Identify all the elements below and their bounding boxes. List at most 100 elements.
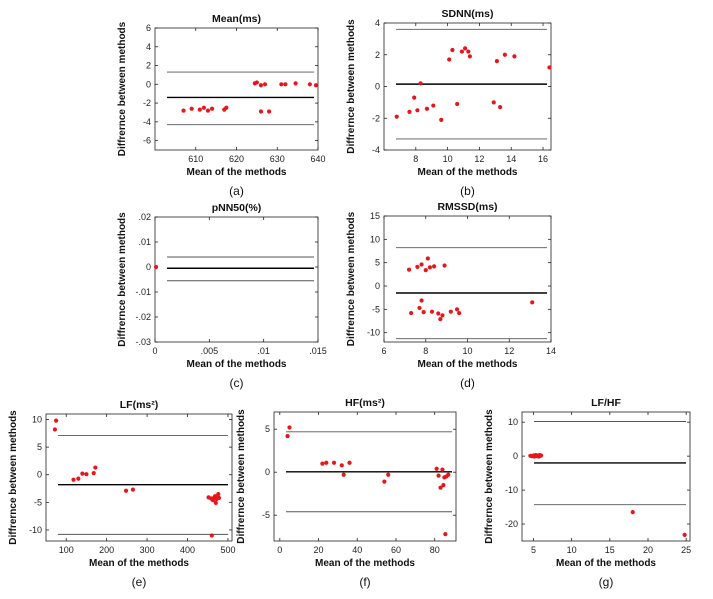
- data-point: [454, 307, 460, 312]
- chart-panel-e: 100 200 300 400 500 -10 -5 0 5 10 LF(ms²) Mean of t…: [8, 399, 235, 589]
- data-point: [512, 54, 517, 59]
- x-tick-label: 5: [531, 545, 536, 555]
- y-tick-label: -2: [372, 113, 380, 123]
- data-point: [443, 532, 448, 537]
- plot-area: [154, 216, 319, 343]
- y-tick-label: 4: [375, 18, 380, 28]
- data-point: [324, 460, 329, 465]
- data-point: [459, 49, 465, 54]
- data-point: [54, 418, 59, 423]
- plot-area: [45, 413, 233, 542]
- chart-title: SDNN(ms): [442, 8, 494, 20]
- y-tick-label: -10: [367, 328, 380, 338]
- data-point: [285, 433, 290, 439]
- y-tick-label: 0: [265, 467, 270, 477]
- data-point: [463, 46, 468, 51]
- data-point: [440, 467, 445, 472]
- x-tick-label: .015: [309, 346, 327, 356]
- data-point: [415, 108, 420, 113]
- data-point: [80, 471, 85, 476]
- data-point: [415, 264, 420, 269]
- x-tick-label: 10: [443, 154, 453, 164]
- y-tick-label: -10: [29, 525, 42, 535]
- x-axis-label: Mean of the methods: [417, 167, 517, 178]
- x-axis-label: Mean of the methods: [186, 167, 286, 178]
- y-tick-label: 0: [146, 262, 151, 272]
- y-axis-label: Diffrernce between methods: [117, 21, 128, 156]
- data-point: [502, 52, 507, 57]
- x-tick-label: 300: [140, 545, 155, 555]
- data-point: [432, 264, 437, 269]
- data-point: [457, 310, 462, 316]
- x-tick-label: 10: [462, 346, 472, 356]
- chart-title: LF(ms²): [120, 399, 159, 411]
- y-tick-label: 10: [32, 415, 42, 425]
- x-tick-label: 12: [474, 154, 484, 164]
- data-point: [197, 107, 202, 112]
- y-tick-label: .01: [138, 237, 151, 247]
- x-tick-label: 14: [546, 346, 556, 356]
- y-tick-label: 0: [375, 281, 380, 291]
- data-point: [52, 427, 57, 432]
- x-tick-label: 8: [413, 154, 418, 164]
- data-point: [407, 109, 412, 114]
- data-point: [425, 256, 430, 261]
- y-tick-label: -10: [505, 485, 518, 495]
- chart-title: pNN50(%): [212, 202, 262, 214]
- data-point: [205, 108, 211, 113]
- x-tick-label: 640: [310, 154, 325, 164]
- y-tick-label: 10: [508, 417, 518, 427]
- data-point: [91, 470, 96, 476]
- data-point: [409, 310, 414, 316]
- x-tick-label: 0: [277, 545, 282, 555]
- y-tick-label: .02: [138, 212, 151, 222]
- x-tick-label: 14: [506, 154, 516, 164]
- data-point: [417, 305, 422, 311]
- x-tick-label: 200: [99, 545, 114, 555]
- data-point: [76, 476, 81, 481]
- data-point: [530, 300, 535, 305]
- y-axis-label: Diffrernce between methods: [117, 212, 128, 347]
- data-point: [279, 82, 284, 87]
- x-tick-label: 25: [681, 545, 691, 555]
- y-tick-label: 6: [146, 23, 151, 33]
- data-point: [262, 82, 268, 87]
- data-point: [494, 59, 500, 64]
- data-point: [394, 114, 399, 119]
- x-tick-label: 80: [430, 545, 440, 555]
- data-point: [181, 108, 186, 113]
- y-tick-label: -4: [143, 117, 151, 127]
- data-point: [466, 49, 471, 54]
- chart-title: Mean(ms): [212, 13, 261, 25]
- data-point: [418, 81, 423, 86]
- y-tick-label: -20: [505, 519, 518, 529]
- data-point: [313, 83, 319, 88]
- y-axis-label: Diffrernce between methods: [8, 410, 19, 545]
- data-point: [153, 264, 159, 270]
- chart-panel-c: 0 .005 .01 .015 -.03 -.02 -.01 0 .01 .02 pNN50(%) M…: [117, 202, 327, 390]
- data-point: [123, 488, 129, 493]
- data-point: [339, 463, 344, 468]
- data-point: [446, 472, 451, 477]
- plot-area: [154, 27, 319, 151]
- data-point: [467, 54, 472, 59]
- data-point: [267, 109, 272, 114]
- x-tick-label: 400: [180, 545, 195, 555]
- data-point: [450, 47, 455, 53]
- data-point: [320, 461, 325, 466]
- x-tick-label: 10: [567, 545, 577, 555]
- data-point: [440, 313, 445, 318]
- y-tick-label: -6: [143, 136, 151, 146]
- y-tick-label: -.01: [135, 287, 151, 297]
- data-point: [448, 309, 453, 314]
- data-point: [498, 105, 503, 110]
- data-point: [386, 472, 391, 477]
- data-point: [130, 487, 136, 492]
- data-point: [439, 117, 444, 122]
- data-point: [682, 532, 687, 537]
- y-tick-label: -5: [34, 497, 42, 507]
- data-point: [189, 106, 194, 111]
- data-point: [287, 425, 292, 430]
- chart-title: LF/HF: [591, 397, 621, 409]
